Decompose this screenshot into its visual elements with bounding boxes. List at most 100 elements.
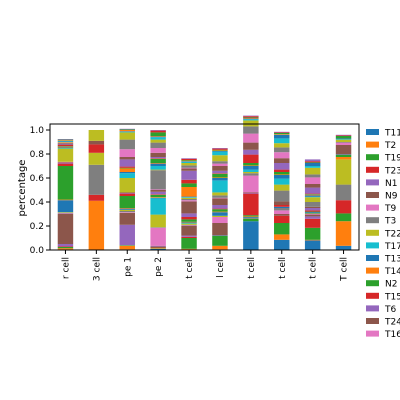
bar-segment — [212, 151, 228, 152]
bar-segment — [150, 169, 166, 171]
bar-segment — [212, 215, 228, 217]
legend-label: T14 — [384, 267, 400, 277]
bar-segment — [243, 169, 259, 172]
bar-segment — [212, 155, 228, 162]
bar-segment — [119, 212, 135, 213]
bar-segment — [335, 157, 352, 160]
bar-segment — [212, 195, 228, 198]
y-tick-label: 0.0 — [30, 246, 45, 256]
x-tick-label: pe 2 — [154, 257, 164, 277]
bar-segment — [57, 166, 74, 200]
bar-segment — [335, 135, 352, 136]
bar-segment — [212, 149, 228, 151]
bar-segment — [119, 245, 135, 250]
x-tick-label: t cell — [309, 257, 319, 279]
bar-segment — [150, 163, 166, 164]
bar-segment — [181, 158, 197, 160]
legend-label: N9 — [385, 192, 398, 202]
bar-segment — [119, 208, 135, 209]
bar-segment — [304, 214, 321, 217]
bar-segment — [212, 209, 228, 212]
bar-segment — [243, 193, 259, 216]
bar-segment — [88, 200, 105, 250]
bar-segment — [274, 132, 290, 133]
bar-segment — [304, 177, 321, 184]
bar-segment — [274, 201, 290, 205]
bar-segment — [57, 139, 74, 140]
bar-segment — [335, 142, 352, 143]
bar-segment — [212, 235, 228, 236]
bar-segment — [150, 158, 166, 163]
bar-segment — [181, 236, 197, 238]
bar-segment — [304, 208, 321, 211]
bar-segment — [88, 144, 105, 153]
x-axis: r cell 3 cell pe 1 pe 2 t cell l cell t cell t … — [61, 250, 350, 282]
legend-label: T24 — [384, 318, 400, 328]
bar-segment — [181, 238, 197, 249]
bar-segment — [304, 187, 321, 194]
x-tick-label: r cell — [61, 257, 71, 279]
bar-segment — [274, 206, 290, 208]
legend-label: T19 — [384, 154, 400, 164]
bar-segment — [181, 222, 197, 223]
bar-segment — [243, 215, 259, 217]
bar-segment — [181, 160, 197, 161]
legend-label: N1 — [385, 179, 397, 189]
bar-segment — [150, 152, 166, 157]
bar-segment — [304, 166, 321, 168]
bar-segment — [243, 192, 259, 193]
bar-segment — [212, 173, 228, 178]
bar-segment — [274, 169, 290, 172]
bar-segment — [212, 180, 228, 193]
x-tick-label: t cell — [185, 257, 195, 279]
bar-segment — [274, 208, 290, 211]
bar-segment — [274, 174, 290, 175]
bar-segment — [304, 196, 321, 198]
bar-segment — [274, 215, 290, 223]
legend-label: T2 — [384, 141, 396, 151]
y-axis: 0.0 0.2 0.4 0.6 0.8 1.0 — [30, 126, 50, 256]
bar-segment — [243, 142, 259, 150]
legend-swatch — [366, 292, 379, 299]
legend-label: T3 — [384, 217, 396, 227]
legend-label: T13 — [384, 255, 400, 265]
bar-segment — [181, 187, 197, 197]
bar-segment — [119, 149, 135, 157]
bar-segment — [335, 154, 352, 155]
bar-segment — [150, 247, 166, 249]
x-tick-label: t cell — [247, 257, 257, 279]
bar-segment — [119, 159, 135, 167]
bar-segment — [181, 199, 197, 201]
plot-frame — [49, 123, 360, 251]
bar-segment — [212, 177, 228, 178]
bar-segment — [181, 219, 197, 222]
legend-label: N2 — [385, 280, 397, 290]
bar-segment — [150, 191, 166, 195]
bar-segment — [304, 202, 321, 207]
legend-label: T16 — [384, 330, 400, 340]
bar-segment — [335, 142, 352, 145]
bar-segment — [243, 175, 259, 193]
bar-segment — [212, 148, 228, 150]
bar-segment — [150, 136, 166, 138]
bar-segment — [274, 172, 290, 175]
bar-segment — [212, 170, 228, 174]
bar-segment — [181, 158, 197, 159]
bar-segment — [150, 157, 166, 159]
legend-swatch — [366, 330, 379, 337]
bar-segment — [212, 173, 228, 174]
bar-segment — [304, 194, 321, 195]
bar-segment — [119, 168, 135, 172]
bar-segment — [304, 167, 321, 175]
bar-segment — [57, 247, 74, 249]
bar-segment — [212, 245, 228, 250]
bar-segment — [181, 224, 197, 226]
bar-segment — [212, 223, 228, 235]
bar-segment — [88, 164, 105, 195]
bar-segment — [119, 245, 135, 246]
bar-segment — [181, 167, 197, 169]
bar-segment — [57, 162, 74, 163]
bar-segment — [57, 246, 74, 247]
bar-segment — [119, 130, 135, 132]
bar-segment — [304, 162, 321, 163]
